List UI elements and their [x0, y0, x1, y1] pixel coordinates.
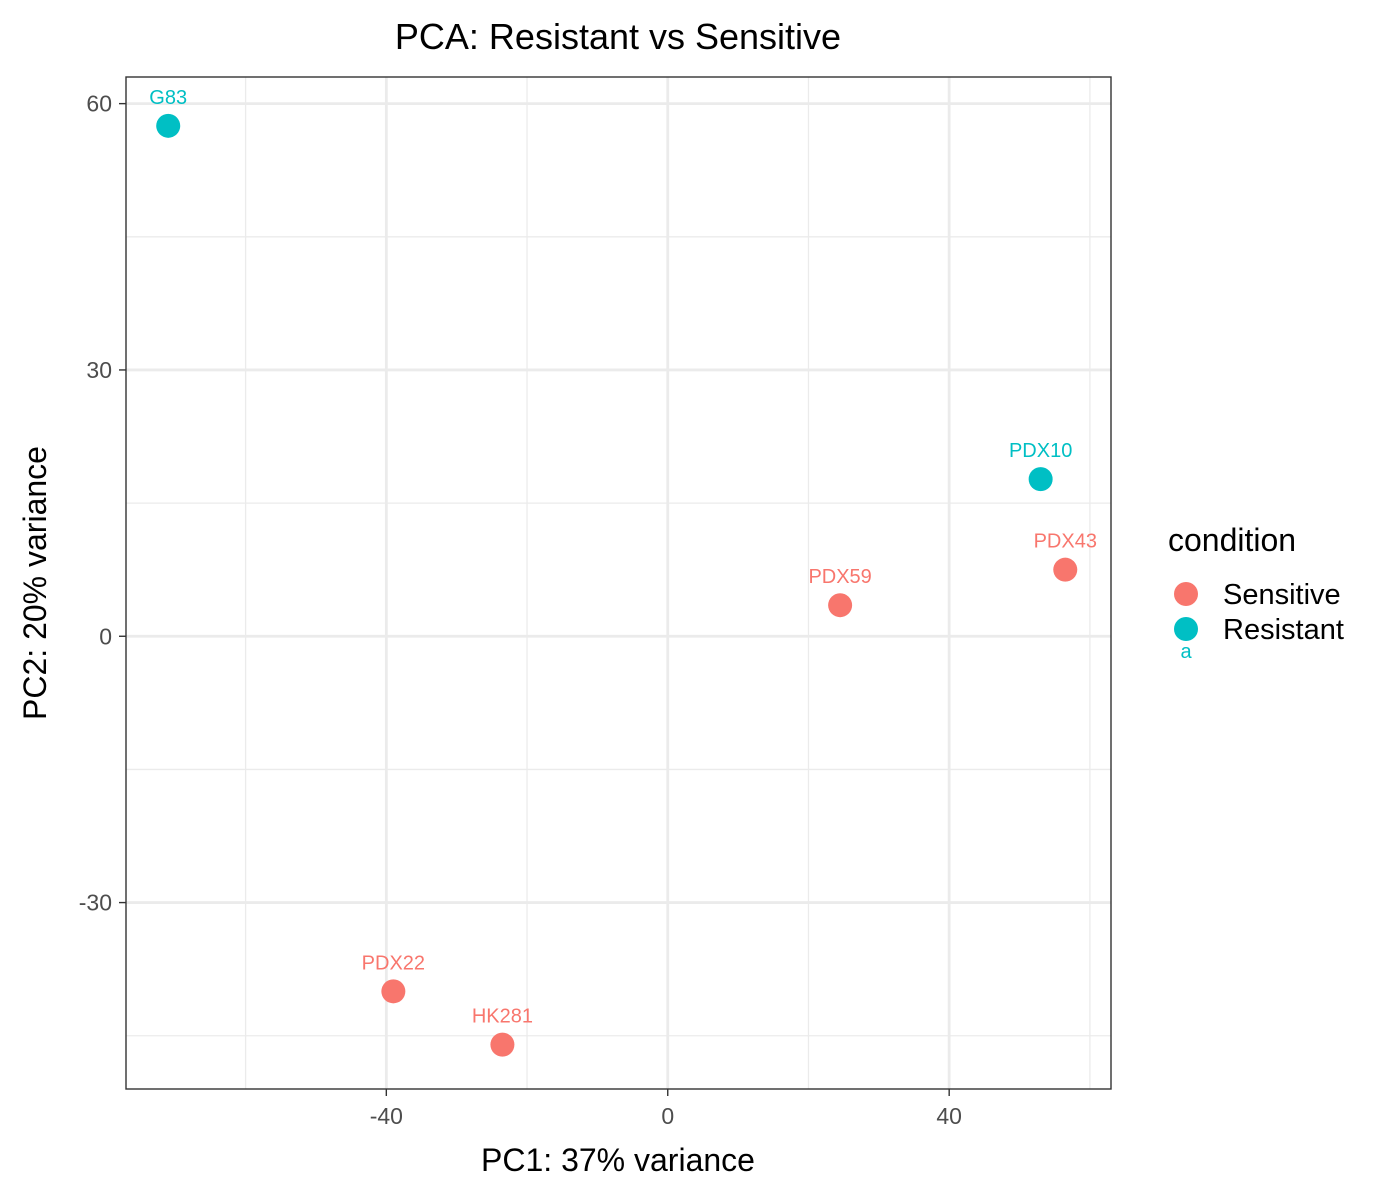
axis-ticks: -40 0 40 -30 0 30 60	[79, 91, 962, 1129]
data-point	[1053, 557, 1078, 582]
legend-title: condition	[1168, 522, 1296, 558]
chart-title: PCA: Resistant vs Sensitive	[395, 16, 841, 57]
point-label: PDX22	[362, 952, 425, 974]
y-tick-label: 0	[99, 623, 112, 649]
data-point	[828, 593, 853, 618]
y-tick-label: 60	[86, 91, 112, 117]
data-points: PDX22 HK281 PDX59 PDX43 G83 PDX10	[149, 87, 1097, 1057]
y-axis-title: PC2: 20% variance	[17, 446, 53, 720]
point-label: G83	[149, 87, 187, 109]
x-tick-label: 0	[661, 1103, 674, 1129]
y-tick-label: -30	[79, 890, 112, 916]
legend-label: Sensitive	[1223, 579, 1341, 611]
point-label: HK281	[472, 1006, 533, 1028]
legend-key	[1174, 582, 1198, 606]
data-point	[490, 1032, 515, 1057]
point-label: PDX43	[1034, 531, 1097, 553]
x-tick-label: -40	[370, 1103, 403, 1129]
x-tick-label: 40	[936, 1103, 962, 1129]
plot-panel	[125, 76, 1112, 1090]
legend-text-glyph: a	[1180, 641, 1192, 663]
legend-label: Resistant	[1223, 614, 1344, 646]
legend-key	[1174, 617, 1198, 641]
data-point	[1028, 467, 1053, 492]
data-point	[381, 979, 406, 1004]
data-point	[156, 113, 181, 138]
x-axis-title: PC1: 37% variance	[481, 1142, 755, 1178]
panel-border	[125, 76, 1112, 1090]
y-tick-label: 30	[86, 357, 112, 383]
point-label: PDX59	[808, 566, 871, 588]
point-label: PDX10	[1009, 440, 1072, 462]
